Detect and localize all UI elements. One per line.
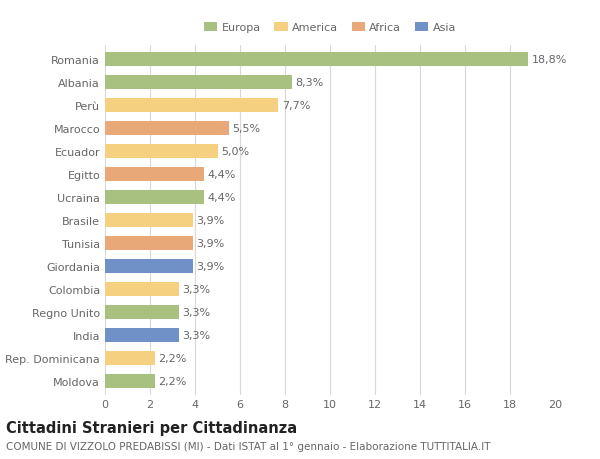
Text: 3,3%: 3,3% (182, 307, 211, 317)
Bar (105, 190, 204, 204)
Bar (105, 282, 179, 296)
Text: 18,8%: 18,8% (532, 55, 567, 65)
Bar (105, 328, 179, 342)
Text: 3,9%: 3,9% (196, 261, 224, 271)
Text: 8,3%: 8,3% (295, 78, 323, 88)
Text: 5,0%: 5,0% (221, 146, 249, 157)
Text: 5,5%: 5,5% (232, 123, 260, 134)
Bar (105, 236, 193, 250)
Bar (105, 374, 155, 388)
Bar (105, 122, 229, 135)
Text: 7,7%: 7,7% (281, 101, 310, 111)
Bar (105, 168, 204, 181)
Text: 3,9%: 3,9% (196, 238, 224, 248)
Bar (105, 76, 292, 90)
Text: 2,2%: 2,2% (158, 376, 186, 386)
Bar (105, 145, 218, 158)
Bar (105, 259, 193, 273)
Text: 4,4%: 4,4% (208, 192, 236, 202)
Bar (105, 213, 193, 227)
Text: 4,4%: 4,4% (208, 169, 236, 179)
Text: Cittadini Stranieri per Cittadinanza: Cittadini Stranieri per Cittadinanza (6, 420, 297, 435)
Text: 2,2%: 2,2% (158, 353, 186, 363)
Text: 3,3%: 3,3% (182, 330, 211, 340)
Bar (105, 305, 179, 319)
Text: 3,3%: 3,3% (182, 284, 211, 294)
Bar (105, 99, 278, 112)
Bar (105, 351, 155, 365)
Legend: Europa, America, Africa, Asia: Europa, America, Africa, Asia (204, 23, 456, 34)
Text: 3,9%: 3,9% (196, 215, 224, 225)
Text: COMUNE DI VIZZOLO PREDABISSI (MI) - Dati ISTAT al 1° gennaio - Elaborazione TUTT: COMUNE DI VIZZOLO PREDABISSI (MI) - Dati… (6, 441, 491, 451)
Bar (105, 53, 528, 67)
